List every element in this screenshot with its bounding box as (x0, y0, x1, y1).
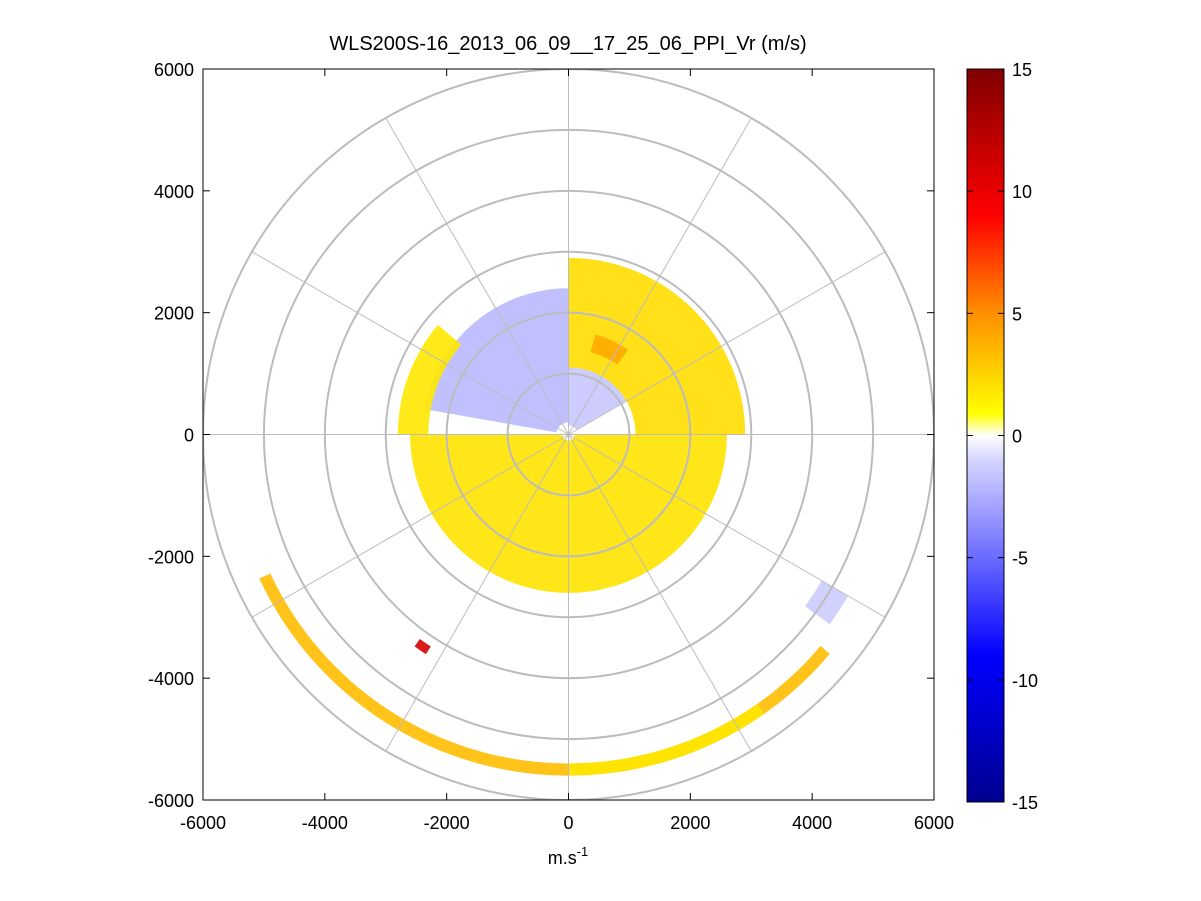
velocity-region-7 (568, 703, 765, 776)
velocity-region-9 (414, 639, 431, 655)
y-tick-label: 0 (184, 426, 194, 446)
x-tick-label: -6000 (180, 813, 226, 833)
colorbar-tick-label: 15 (1012, 60, 1032, 80)
colorbar-tick-label: 10 (1012, 182, 1032, 202)
colorbar-tick-label: 5 (1012, 304, 1022, 324)
y-tick-label: -4000 (148, 669, 194, 689)
polar-grid (203, 69, 934, 800)
grid-spoke-10 (251, 251, 569, 435)
x-tick-label: -2000 (424, 813, 470, 833)
colorbar (966, 68, 1005, 803)
y-axis: 6000 4000 2000 0 -2000 -4000 -6000 (148, 60, 934, 811)
grid-spoke-5 (568, 434, 752, 752)
y-tick-label: 4000 (154, 182, 194, 202)
grid-spoke-11 (385, 117, 569, 435)
velocity-region-5 (397, 324, 462, 435)
velocity-data-layer (259, 257, 849, 776)
x-tick-label: 4000 (792, 813, 832, 833)
velocity-region-3 (590, 334, 628, 365)
velocity-region-2 (568, 257, 746, 435)
chart-title: WLS200S-16_2013_06_09__17_25_06_PPI_Vr (… (329, 33, 806, 55)
colorbar-tick-label: -10 (1012, 671, 1038, 691)
y-tick-label: 6000 (154, 60, 194, 80)
colorbar-tick-label: -15 (1012, 793, 1038, 813)
colorbar-tick-label: -5 (1012, 549, 1028, 569)
x-tick-label: 6000 (914, 813, 954, 833)
grid-spoke-1 (568, 117, 752, 435)
velocity-region-6 (259, 573, 830, 776)
grid-spoke-8 (251, 434, 569, 618)
y-tick-label: 2000 (154, 304, 194, 324)
y-tick-label: -2000 (148, 547, 194, 567)
y-tick-label: -6000 (148, 791, 194, 811)
x-tick-label: -4000 (302, 813, 348, 833)
velocity-region-0 (424, 288, 569, 433)
grid-spoke-4 (568, 434, 886, 618)
x-tick-label: 0 (563, 813, 573, 833)
colorbar-axis: 15 10 5 0 -5 -10 -15 (967, 60, 1038, 813)
x-tick-label: 2000 (670, 813, 710, 833)
grid-spoke-2 (568, 251, 886, 435)
velocity-region-1 (568, 367, 627, 430)
x-axis-label: m.s-1 (548, 844, 589, 868)
colorbar-tick-label: 0 (1012, 427, 1022, 447)
x-axis: -6000 -4000 -2000 0 2000 4000 6000 (180, 69, 954, 833)
grid-spoke-7 (385, 434, 569, 752)
